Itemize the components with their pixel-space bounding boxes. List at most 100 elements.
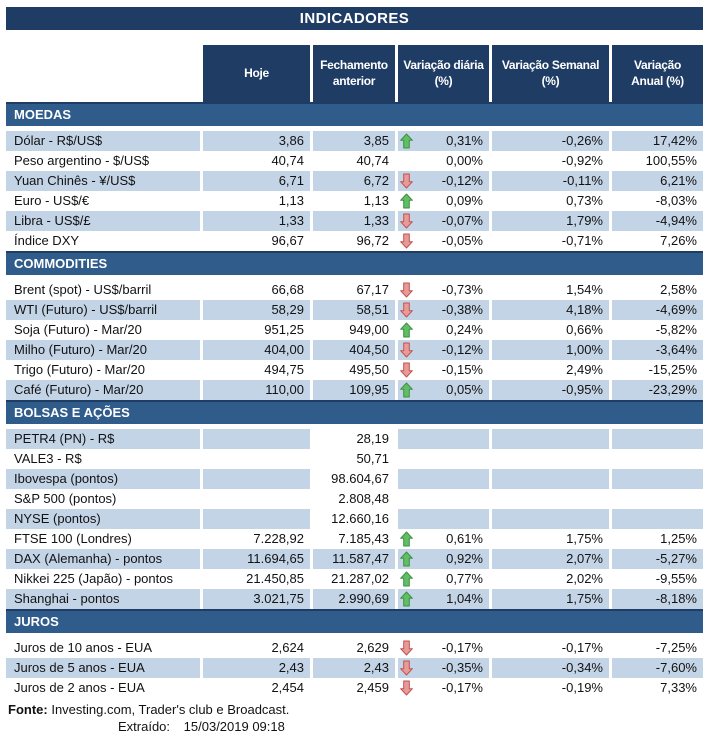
down-arrow-icon xyxy=(400,213,414,229)
cell-fechamento: 2.990,69 xyxy=(310,589,395,609)
cell-value: 1,33 xyxy=(278,213,304,228)
column-header-variacao-anual: Variação Anual (%) xyxy=(609,45,703,102)
cell-hoje: 3.021,75 xyxy=(200,589,310,609)
up-arrow-icon xyxy=(400,571,414,587)
down-arrow-icon xyxy=(400,640,414,656)
cell-semanal: 1,79% xyxy=(489,211,609,231)
footer: Fonte: Investing.com, Trader's club e Br… xyxy=(6,702,703,734)
cell-hoje xyxy=(200,429,310,449)
cell-value: 58,51 xyxy=(356,302,389,317)
cell-value: Trigo (Futuro) - Mar/20 xyxy=(14,362,145,377)
column-header-line: Variação diária xyxy=(403,57,484,72)
cell-diaria: 0,05% xyxy=(395,380,489,400)
cell-label: Euro - US$/€ xyxy=(6,191,200,211)
cell-value: PETR4 (PN) - R$ xyxy=(14,431,115,446)
cell-value: -4,94% xyxy=(655,213,697,228)
cell-value: -0,95% xyxy=(561,382,603,397)
cell-value: Juros de 10 anos - EUA xyxy=(14,640,153,655)
cell-value: 40,74 xyxy=(271,153,304,168)
cell-semanal: -0,34% xyxy=(489,658,609,678)
cell-value: 2,454 xyxy=(271,680,304,695)
cell-label: Juros de 5 anos - EUA xyxy=(6,658,200,678)
cell-value: 1,75% xyxy=(566,591,603,606)
table-row: Juros de 10 anos - EUA 2,624 2,629 -0,17% -0… xyxy=(6,638,703,658)
up-arrow-icon xyxy=(400,382,414,398)
cell-value: 2.808,48 xyxy=(338,491,389,506)
cell-value: -7,25% xyxy=(655,640,697,655)
column-header-line: Fechamento xyxy=(320,57,388,72)
column-header-line: Variação Semanal xyxy=(501,57,600,72)
cell-value: -7,60% xyxy=(655,660,697,675)
cell-hoje: 40,74 xyxy=(200,151,310,171)
cell-value: Índice DXY xyxy=(14,233,80,248)
cell-value: 2,459 xyxy=(356,680,389,695)
down-arrow-icon xyxy=(400,680,414,696)
cell-fechamento: 7.185,43 xyxy=(310,529,395,549)
cell-value: 949,00 xyxy=(349,322,389,337)
cell-hoje: 11.694,65 xyxy=(200,549,310,569)
down-arrow-icon xyxy=(400,302,414,318)
cell-value: 2.990,69 xyxy=(338,591,389,606)
cell-value: 2,49% xyxy=(566,362,603,377)
up-arrow-icon xyxy=(400,193,414,209)
cell-value: 21.450,85 xyxy=(246,571,304,586)
cell-value: 0,00% xyxy=(446,153,483,168)
cell-fechamento: 404,50 xyxy=(310,340,395,360)
cell-semanal: -0,17% xyxy=(489,638,609,658)
up-arrow-icon xyxy=(400,591,414,607)
down-arrow-icon xyxy=(400,233,414,249)
cell-value: 0,24% xyxy=(446,322,483,337)
down-arrow-icon xyxy=(400,173,414,189)
cell-anual: 7,33% xyxy=(609,678,703,698)
cell-value: 7.185,43 xyxy=(338,531,389,546)
cell-hoje: 21.450,85 xyxy=(200,569,310,589)
cell-value: Libra - US$/£ xyxy=(14,213,91,228)
cell-label: WTI (Futuro) - US$/barril xyxy=(6,300,200,320)
cell-value: 98.604,67 xyxy=(331,471,389,486)
cell-hoje: 3,86 xyxy=(200,131,310,151)
cell-fechamento: 6,72 xyxy=(310,171,395,191)
cell-anual: -23,29% xyxy=(609,380,703,400)
cell-label: Nikkei 225 (Japão) - pontos xyxy=(6,569,200,589)
extracted-line: Extraído: 15/03/2019 09:18 xyxy=(6,719,703,734)
cell-value: -8,03% xyxy=(655,193,697,208)
cell-fechamento: 2,43 xyxy=(310,658,395,678)
cell-anual: -5,82% xyxy=(609,320,703,340)
cell-value: -4,69% xyxy=(655,302,697,317)
cell-value: Café (Futuro) - Mar/20 xyxy=(14,382,144,397)
cell-value: 40,74 xyxy=(356,153,389,168)
cell-anual xyxy=(609,469,703,489)
header-spacer xyxy=(6,45,200,102)
table-row: VALE3 - R$ 50,71 xyxy=(6,449,703,469)
cell-semanal: 1,75% xyxy=(489,529,609,549)
cell-value: Brent (spot) - US$/barril xyxy=(14,282,152,297)
cell-hoje: 1,33 xyxy=(200,211,310,231)
cell-value: -0,73% xyxy=(441,282,483,297)
cell-semanal: -0,71% xyxy=(489,231,609,251)
cell-value: 0,05% xyxy=(446,382,483,397)
cell-anual: 17,42% xyxy=(609,131,703,151)
cell-value: 3,85 xyxy=(363,133,389,148)
cell-semanal xyxy=(489,509,609,529)
cell-value: -9,55% xyxy=(655,571,697,586)
table-row: Shanghai - pontos 3.021,75 2.990,69 1,04% 1,… xyxy=(6,589,703,609)
cell-label: Índice DXY xyxy=(6,231,200,251)
cell-value: FTSE 100 (Londres) xyxy=(14,531,132,546)
cell-semanal: 0,66% xyxy=(489,320,609,340)
down-arrow-icon xyxy=(400,660,414,676)
cell-value: 1,33 xyxy=(363,213,389,228)
cell-value: -23,29% xyxy=(648,382,697,397)
table-row: PETR4 (PN) - R$ 28,19 xyxy=(6,429,703,449)
cell-value: -5,82% xyxy=(655,322,697,337)
cell-value: DAX (Alemanha) - pontos xyxy=(14,551,163,566)
cell-hoje: 6,71 xyxy=(200,171,310,191)
table-row: WTI (Futuro) - US$/barril 58,29 58,51 -0,38… xyxy=(6,300,703,320)
cell-label: Brent (spot) - US$/barril xyxy=(6,280,200,300)
cell-fechamento: 40,74 xyxy=(310,151,395,171)
cell-anual: -7,25% xyxy=(609,638,703,658)
table-row: Café (Futuro) - Mar/20 110,00 109,95 0,05% -… xyxy=(6,380,703,400)
table-row: Trigo (Futuro) - Mar/20 494,75 495,50 -0,15… xyxy=(6,360,703,380)
cell-hoje: 404,00 xyxy=(200,340,310,360)
cell-hoje: 1,13 xyxy=(200,191,310,211)
down-arrow-icon xyxy=(400,362,414,378)
